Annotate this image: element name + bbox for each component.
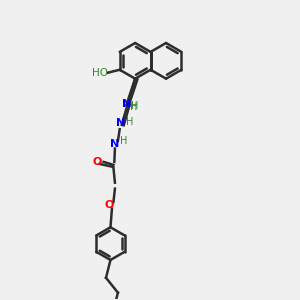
Text: HO: HO [92,68,108,78]
Text: N: N [110,139,120,149]
Text: N: N [116,118,125,128]
Text: H: H [130,102,137,112]
Text: H: H [131,101,138,111]
Text: N: N [122,99,131,109]
Text: H: H [125,117,133,127]
Text: O: O [105,200,114,210]
Text: H: H [120,136,128,146]
Text: O: O [92,157,102,167]
